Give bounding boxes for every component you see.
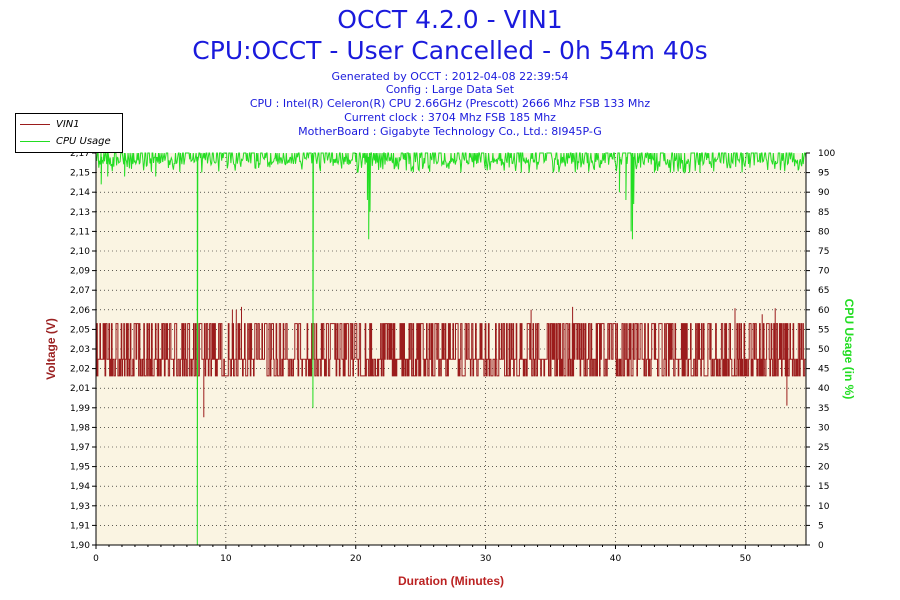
y2-tick-label: 0 — [818, 541, 824, 551]
y-tick-label: 1,94 — [70, 482, 90, 492]
y-tick-label: 2,01 — [70, 384, 90, 394]
y-tick-label: 2,17 — [70, 149, 90, 159]
info-generated: Generated by OCCT : 2012-04-08 22:39:54 — [331, 70, 569, 83]
y-tick-label: 2,02 — [70, 365, 90, 375]
info-cpu: CPU : Intel(R) Celeron(R) CPU 2.66GHz (P… — [249, 97, 651, 110]
info-motherboard: MotherBoard : Gigabyte Technology Co., L… — [298, 125, 602, 138]
x-tick-label: 20 — [350, 554, 362, 564]
y-tick-label: 2,15 — [70, 169, 90, 179]
legend-item-vin1: VIN1 — [20, 117, 80, 131]
y-tick-label: 2,03 — [70, 345, 90, 355]
y2-tick-label: 10 — [818, 502, 830, 512]
y-tick-label: 2,11 — [70, 227, 90, 237]
x-tick-label: 50 — [740, 554, 752, 564]
y-tick-label: 1,90 — [70, 541, 90, 551]
y2-tick-label: 95 — [818, 169, 829, 179]
y2-tick-label: 80 — [818, 227, 830, 237]
y2-tick-label: 40 — [818, 384, 830, 394]
x-axis-label: Duration (Minutes) — [398, 574, 504, 588]
y-tick-label: 1,93 — [70, 502, 90, 512]
x-tick-label: 0 — [93, 554, 99, 564]
y2-tick-label: 60 — [818, 306, 830, 316]
legend-item-cpu-usage: CPU Usage — [20, 134, 111, 148]
y-tick-label: 1,97 — [70, 443, 90, 453]
y-axis-label: Voltage (V) — [44, 318, 58, 380]
y-tick-label: 2,06 — [70, 306, 90, 316]
y2-tick-label: 45 — [818, 365, 829, 375]
x-tick-label: 10 — [220, 554, 232, 564]
legend-label-cpu-usage: CPU Usage — [56, 135, 111, 147]
info-clock: Current clock : 3704 Mhz FSB 185 Mhz — [344, 111, 556, 124]
y-tick-label: 2,13 — [70, 208, 90, 218]
x-tick-label: 40 — [610, 554, 622, 564]
y2-tick-label: 100 — [818, 149, 835, 159]
y-tick-label: 2,10 — [70, 247, 90, 257]
y2-tick-label: 30 — [818, 423, 830, 433]
legend-label-vin1: VIN1 — [56, 118, 80, 130]
y2-tick-label: 25 — [818, 443, 829, 453]
info-config: Config : Large Data Set — [385, 83, 515, 96]
y2-tick-label: 90 — [818, 188, 830, 198]
y-tick-label: 1,98 — [70, 423, 90, 433]
y2-tick-label: 20 — [818, 463, 830, 473]
y-tick-label: 1,91 — [70, 521, 90, 531]
legend-swatch-cpu-usage — [20, 140, 50, 142]
y2-tick-label: 5 — [818, 521, 824, 531]
y-tick-label: 2,14 — [70, 188, 90, 198]
y2-tick-label: 50 — [818, 345, 830, 355]
chart-legend: VIN1 CPU Usage — [15, 113, 123, 153]
series-line-cpu-usage — [95, 152, 807, 546]
chart-title: OCCT 4.2.0 - VIN1 — [337, 5, 563, 34]
y2-tick-label: 15 — [818, 482, 829, 492]
y-tick-label: 2,09 — [70, 267, 90, 277]
y2-tick-label: 35 — [818, 404, 829, 414]
y-tick-label: 2,05 — [70, 325, 90, 335]
series-line-vin1 — [96, 306, 807, 418]
chart-subtitle: CPU:OCCT - User Cancelled - 0h 54m 40s — [192, 36, 708, 65]
y-tick-label: 2,07 — [70, 286, 90, 296]
y-tick-label: 1,95 — [70, 463, 90, 473]
y2-tick-label: 55 — [818, 325, 829, 335]
y2-tick-label: 85 — [818, 208, 829, 218]
x-tick-label: 30 — [480, 554, 492, 564]
y2-tick-label: 75 — [818, 247, 829, 257]
y2-tick-label: 70 — [818, 267, 830, 277]
legend-swatch-vin1 — [20, 123, 50, 125]
y2-tick-label: 65 — [818, 286, 829, 296]
y-tick-label: 1,99 — [70, 404, 90, 414]
y2-axis-label: CPU Usage (in %) — [842, 299, 856, 400]
